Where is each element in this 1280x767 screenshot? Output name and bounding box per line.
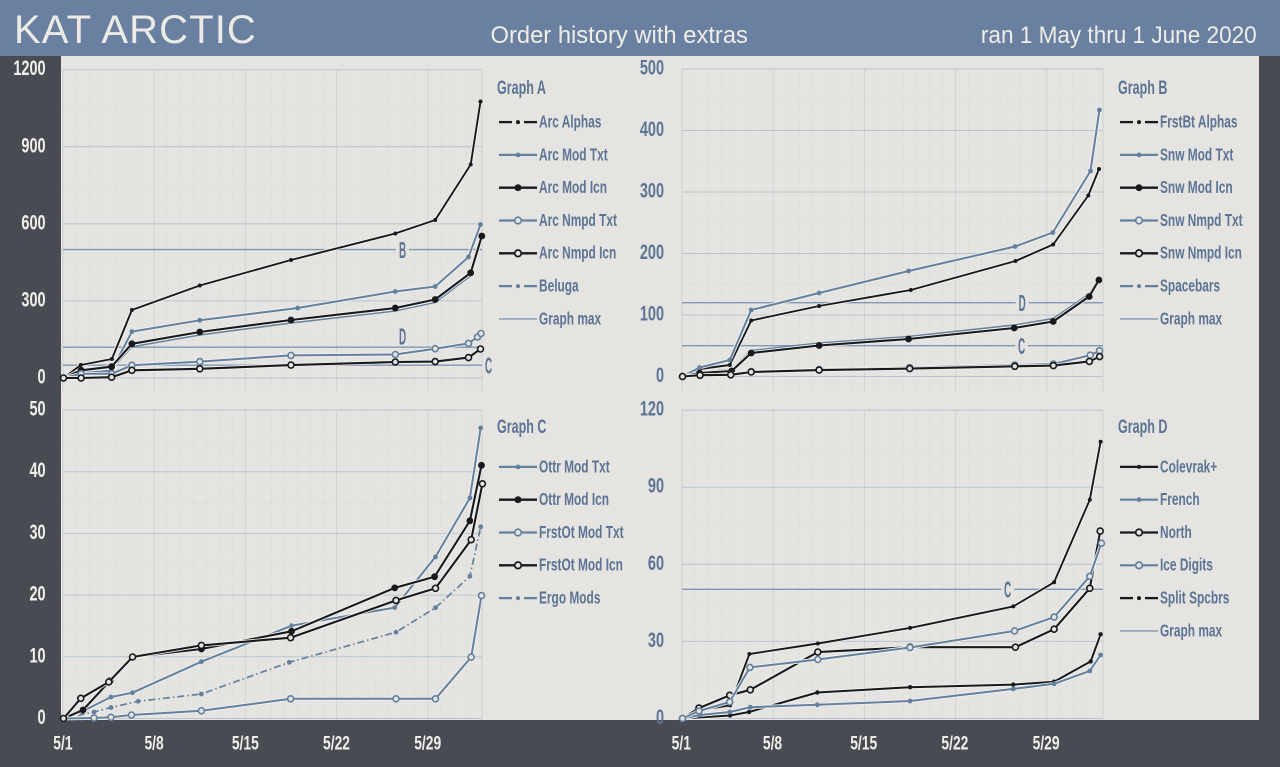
svg-text:300: 300 bbox=[640, 179, 664, 202]
svg-text:5/29: 5/29 bbox=[414, 732, 441, 754]
svg-text:500: 500 bbox=[640, 56, 664, 79]
svg-text:C: C bbox=[1004, 577, 1011, 603]
svg-text:Arc Nmpd Txt: Arc Nmpd Txt bbox=[539, 211, 617, 231]
svg-text:Arc Alphas: Arc Alphas bbox=[539, 112, 601, 132]
svg-text:C: C bbox=[485, 353, 492, 379]
svg-text:Graph max: Graph max bbox=[1160, 309, 1223, 329]
svg-text:Snw Nmpd Txt: Snw Nmpd Txt bbox=[1160, 211, 1243, 231]
svg-text:C: C bbox=[1018, 333, 1025, 359]
svg-text:30: 30 bbox=[29, 520, 45, 543]
svg-text:FrstOt Mod Icn: FrstOt Mod Icn bbox=[539, 555, 623, 575]
svg-text:Arc Mod Icn: Arc Mod Icn bbox=[539, 178, 607, 198]
svg-text:Ottr Mod Txt: Ottr Mod Txt bbox=[539, 457, 610, 477]
svg-text:KAT ARCTIC: KAT ARCTIC bbox=[14, 8, 257, 52]
svg-text:Colevrak+: Colevrak+ bbox=[1160, 457, 1217, 477]
svg-text:40: 40 bbox=[29, 459, 45, 482]
svg-text:Ergo Mods: Ergo Mods bbox=[539, 588, 600, 608]
svg-text:0: 0 bbox=[38, 705, 46, 728]
svg-text:5/1: 5/1 bbox=[53, 732, 72, 754]
svg-text:5/15: 5/15 bbox=[232, 732, 259, 754]
svg-text:Graph D: Graph D bbox=[1118, 416, 1167, 437]
svg-text:1200: 1200 bbox=[13, 57, 45, 80]
svg-text:5/15: 5/15 bbox=[850, 732, 877, 754]
svg-text:French: French bbox=[1160, 490, 1200, 510]
svg-text:Snw Mod Icn: Snw Mod Icn bbox=[1160, 178, 1233, 198]
svg-text:900: 900 bbox=[21, 134, 45, 157]
svg-text:90: 90 bbox=[648, 474, 664, 497]
svg-text:60: 60 bbox=[648, 551, 664, 574]
svg-text:5/8: 5/8 bbox=[144, 732, 163, 754]
svg-text:30: 30 bbox=[648, 628, 664, 651]
svg-text:ran 1 May thru 1 June 2020: ran 1 May thru 1 June 2020 bbox=[981, 21, 1257, 48]
svg-text:Spacebars: Spacebars bbox=[1160, 276, 1220, 296]
svg-text:100: 100 bbox=[640, 302, 664, 325]
svg-text:0: 0 bbox=[38, 365, 46, 388]
svg-text:5/22: 5/22 bbox=[323, 732, 350, 754]
svg-text:600: 600 bbox=[21, 211, 45, 234]
svg-text:5/8: 5/8 bbox=[763, 732, 782, 754]
svg-text:Ice Digits: Ice Digits bbox=[1160, 555, 1213, 575]
svg-text:50: 50 bbox=[29, 397, 45, 420]
svg-text:0: 0 bbox=[656, 705, 664, 728]
svg-text:Graph max: Graph max bbox=[539, 309, 602, 329]
svg-text:Graph C: Graph C bbox=[497, 416, 547, 437]
svg-text:0: 0 bbox=[656, 363, 664, 386]
svg-text:Arc Mod Txt: Arc Mod Txt bbox=[539, 145, 608, 165]
svg-text:Graph B: Graph B bbox=[1118, 77, 1167, 98]
svg-text:D: D bbox=[1019, 290, 1026, 316]
svg-text:North: North bbox=[1160, 523, 1192, 543]
svg-text:Order history with extras: Order history with extras bbox=[491, 22, 748, 49]
svg-text:10: 10 bbox=[29, 644, 45, 667]
svg-text:Beluga: Beluga bbox=[539, 276, 579, 296]
svg-text:D: D bbox=[399, 324, 406, 350]
svg-text:B: B bbox=[399, 237, 406, 263]
svg-text:20: 20 bbox=[29, 582, 45, 605]
svg-text:Split Spcbrs: Split Spcbrs bbox=[1160, 588, 1229, 608]
svg-text:200: 200 bbox=[640, 240, 664, 263]
svg-text:400: 400 bbox=[640, 117, 664, 140]
svg-text:5/22: 5/22 bbox=[941, 732, 968, 754]
svg-text:5/29: 5/29 bbox=[1033, 732, 1060, 754]
svg-text:FrstBt Alphas: FrstBt Alphas bbox=[1160, 112, 1238, 132]
svg-text:Snw Nmpd Icn: Snw Nmpd Icn bbox=[1160, 243, 1242, 263]
svg-text:FrstOt Mod Txt: FrstOt Mod Txt bbox=[539, 523, 624, 543]
svg-text:Graph A: Graph A bbox=[497, 77, 546, 98]
svg-text:Arc Nmpd Icn: Arc Nmpd Icn bbox=[539, 243, 616, 263]
svg-text:Graph max: Graph max bbox=[1160, 621, 1223, 641]
svg-text:Snw Mod Txt: Snw Mod Txt bbox=[1160, 145, 1233, 165]
svg-text:5/1: 5/1 bbox=[672, 732, 691, 754]
svg-text:Ottr Mod Icn: Ottr Mod Icn bbox=[539, 490, 609, 510]
svg-text:300: 300 bbox=[21, 288, 45, 311]
svg-text:120: 120 bbox=[640, 397, 664, 420]
